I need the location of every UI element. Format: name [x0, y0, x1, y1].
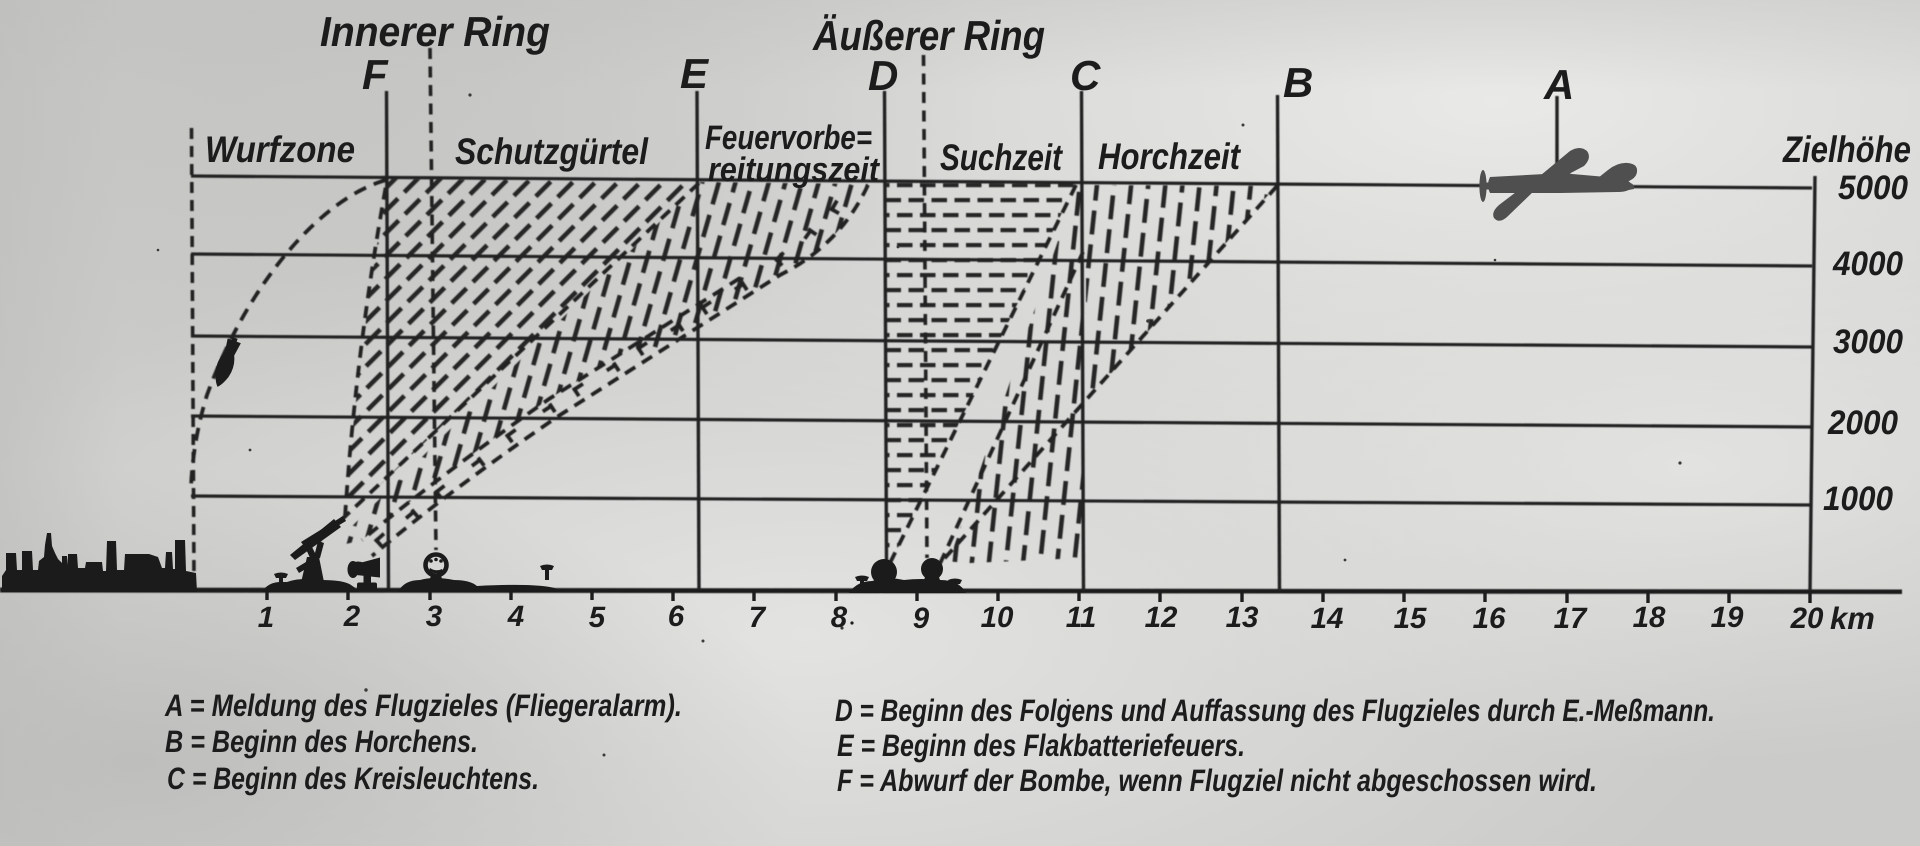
svg-text:E = Beginn des Flakbatteriefeu: E = Beginn des Flakbatteriefeuers.	[837, 728, 1245, 763]
svg-text:10: 10	[981, 601, 1014, 634]
svg-text:A = Meldung des Flugzieles (Fl: A = Meldung des Flugzieles (Fliegeralarm…	[164, 688, 682, 723]
svg-text:2000: 2000	[1827, 404, 1898, 442]
svg-text:1000: 1000	[1823, 480, 1893, 518]
svg-text:5: 5	[589, 601, 606, 634]
svg-text:14: 14	[1311, 602, 1344, 635]
svg-text:D = Beginn des Folgens und Auf: D = Beginn des Folgens und Auffassung de…	[835, 693, 1715, 728]
svg-text:3: 3	[426, 600, 443, 633]
svg-text:km: km	[1830, 601, 1875, 636]
svg-text:16: 16	[1473, 602, 1506, 635]
svg-text:Suchzeit: Suchzeit	[940, 137, 1063, 178]
svg-text:4000: 4000	[1832, 245, 1903, 283]
svg-text:Wurfzone: Wurfzone	[205, 129, 355, 170]
svg-text:C = Beginn des Kreisleuchtens.: C = Beginn des Kreisleuchtens.	[167, 761, 539, 796]
svg-text:C: C	[1070, 52, 1101, 99]
svg-text:F: F	[362, 51, 389, 98]
svg-text:B = Beginn des Horchens.: B = Beginn des Horchens.	[165, 724, 478, 759]
svg-text:E: E	[680, 50, 710, 97]
svg-text:1: 1	[258, 601, 274, 634]
svg-text:20: 20	[1790, 602, 1824, 635]
svg-text:13: 13	[1226, 601, 1259, 634]
svg-text:19: 19	[1711, 601, 1744, 634]
svg-text:11: 11	[1066, 601, 1097, 634]
svg-text:Horchzeit: Horchzeit	[1098, 136, 1241, 177]
svg-text:17: 17	[1554, 602, 1588, 635]
svg-text:Zielhöhe: Zielhöhe	[1782, 129, 1911, 170]
svg-text:Schutzgürtel: Schutzgürtel	[455, 131, 649, 172]
svg-text:D: D	[868, 52, 898, 99]
svg-text:Innerer Ring: Innerer Ring	[320, 8, 550, 55]
svg-text:Äußerer Ring: Äußerer Ring	[812, 12, 1045, 59]
svg-text:2: 2	[343, 600, 361, 633]
svg-text:A: A	[1543, 61, 1574, 108]
svg-text:12: 12	[1145, 601, 1178, 634]
svg-text:F = Abwurf der Bombe, wenn Flu: F = Abwurf der Bombe, wenn Flugziel nich…	[837, 763, 1597, 798]
svg-text:Feuervorbe=: Feuervorbe=	[705, 119, 872, 157]
svg-text:5000: 5000	[1838, 169, 1908, 207]
svg-text:reitungszeit: reitungszeit	[708, 151, 880, 189]
svg-text:9: 9	[913, 602, 930, 635]
svg-text:4: 4	[507, 600, 524, 633]
svg-text:18: 18	[1633, 601, 1666, 634]
svg-text:15: 15	[1394, 602, 1427, 635]
svg-text:8: 8	[831, 601, 848, 634]
svg-text:7: 7	[749, 601, 767, 634]
svg-text:6: 6	[668, 600, 685, 633]
svg-text:B: B	[1283, 59, 1313, 106]
svg-text:3000: 3000	[1833, 323, 1903, 361]
